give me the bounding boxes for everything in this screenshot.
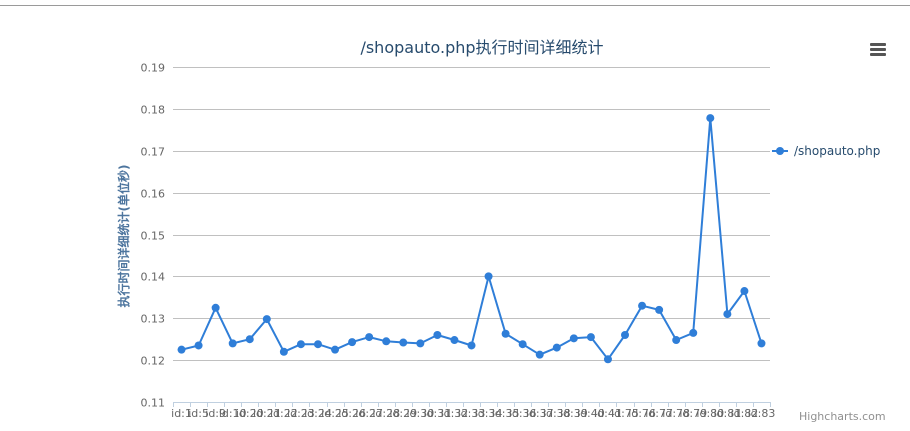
x-tick-label: id:33 <box>458 407 486 420</box>
x-tick-label: id:5 <box>188 407 209 420</box>
data-point <box>467 341 476 350</box>
data-point <box>552 343 561 352</box>
x-tick-label: id:79 <box>679 407 707 420</box>
y-tick-label: 0.14 <box>141 271 166 284</box>
x-tick-label: id:36 <box>509 407 537 420</box>
data-point <box>569 334 578 343</box>
data-point <box>535 350 544 359</box>
x-tick-label: id:40 <box>577 407 605 420</box>
data-point <box>433 331 442 339</box>
data-point <box>399 338 408 347</box>
grid-lines <box>173 67 770 403</box>
series-line <box>180 117 763 361</box>
data-point <box>313 340 322 349</box>
x-tick-label: id:9 <box>205 407 226 420</box>
x-tick-label: id:21 <box>253 407 281 420</box>
y-tick-label: 0.16 <box>141 188 166 201</box>
x-tick-label: id:35 <box>492 407 520 420</box>
data-point <box>279 347 288 356</box>
top-divider <box>0 5 910 6</box>
x-tick-label: id:78 <box>662 407 690 420</box>
x-tick-label: id:83 <box>748 407 776 420</box>
x-tick-label: id:34 <box>475 407 503 420</box>
y-tick-label: 0.13 <box>141 313 166 326</box>
data-point <box>484 272 493 281</box>
chart-title: /shopauto.php执行时间详细统计 <box>360 38 603 57</box>
data-point <box>262 315 271 324</box>
data-point <box>501 329 510 338</box>
x-tick-label: id:77 <box>645 407 673 420</box>
x-tick-label: id:10 <box>219 407 247 420</box>
data-point <box>723 310 732 319</box>
data-point <box>740 287 749 296</box>
x-tick-label: id:81 <box>713 407 741 420</box>
y-tick-label: 0.11 <box>141 397 166 410</box>
data-point <box>194 341 203 350</box>
credits-link[interactable]: Highcharts.com <box>799 410 886 423</box>
series-group <box>177 114 766 364</box>
data-point <box>296 340 305 349</box>
data-point <box>586 333 595 342</box>
data-point <box>365 333 374 342</box>
y-axis-title: 执行时间详细统计(单位秒) <box>116 165 131 308</box>
x-tick-label: id:30 <box>406 407 434 420</box>
hamburger-menu-icon[interactable] <box>868 40 890 60</box>
data-point <box>638 301 647 310</box>
y-tick-label: 0.18 <box>141 104 166 117</box>
data-point <box>228 339 237 348</box>
legend-item-label[interactable]: /shopauto.php <box>794 144 880 158</box>
x-axis-tick-labels: id:1id:5id:9id:10id:20id:21id:22id:23id:… <box>171 407 775 420</box>
data-point <box>655 305 664 314</box>
data-point <box>603 355 612 364</box>
data-point <box>177 345 186 354</box>
x-tick-label: id:25 <box>321 407 349 420</box>
data-point <box>621 331 630 339</box>
data-point <box>416 339 425 348</box>
y-tick-label: 0.12 <box>141 355 166 368</box>
legend-symbol-marker <box>776 147 784 155</box>
y-tick-label: 0.15 <box>141 230 166 243</box>
x-tick-label: id:24 <box>304 407 332 420</box>
x-tick-label: id:32 <box>441 407 469 420</box>
data-point <box>672 336 681 345</box>
data-point <box>348 338 357 347</box>
x-tick-label: id:38 <box>543 407 571 420</box>
x-tick-label: id:37 <box>526 407 554 420</box>
x-tick-label: id:26 <box>338 407 366 420</box>
data-point <box>706 114 715 123</box>
data-point <box>689 328 698 337</box>
x-tick-label: id:39 <box>560 407 588 420</box>
y-tick-label: 0.17 <box>141 146 166 159</box>
y-axis-tick-labels: 0.19 0.18 0.17 0.16 0.15 0.14 0.13 0.12 0.11 <box>141 62 166 410</box>
y-tick-label: 0.19 <box>141 62 166 75</box>
data-point <box>518 340 527 349</box>
data-point <box>331 345 340 354</box>
x-tick-label: id:75 <box>611 407 639 420</box>
x-tick-label: id:23 <box>287 407 315 420</box>
data-point <box>382 337 391 346</box>
x-tick-label: id:20 <box>236 407 264 420</box>
data-point <box>211 303 220 312</box>
x-tick-label: id:29 <box>389 407 417 420</box>
x-tick-label: id:76 <box>628 407 656 420</box>
data-point <box>450 336 459 345</box>
data-point <box>245 335 254 344</box>
data-point <box>757 339 766 348</box>
x-tick-label: id:22 <box>270 407 298 420</box>
legend[interactable]: /shopauto.php <box>772 144 880 158</box>
x-tick-label: id:1 <box>171 407 192 420</box>
x-tick-label: id:80 <box>696 407 724 420</box>
x-axis <box>173 402 771 407</box>
x-tick-label: id:82 <box>731 407 759 420</box>
x-tick-label: id:41 <box>594 407 622 420</box>
x-tick-label: id:28 <box>372 407 400 420</box>
x-tick-label: id:31 <box>424 407 452 420</box>
x-tick-label: id:27 <box>355 407 383 420</box>
